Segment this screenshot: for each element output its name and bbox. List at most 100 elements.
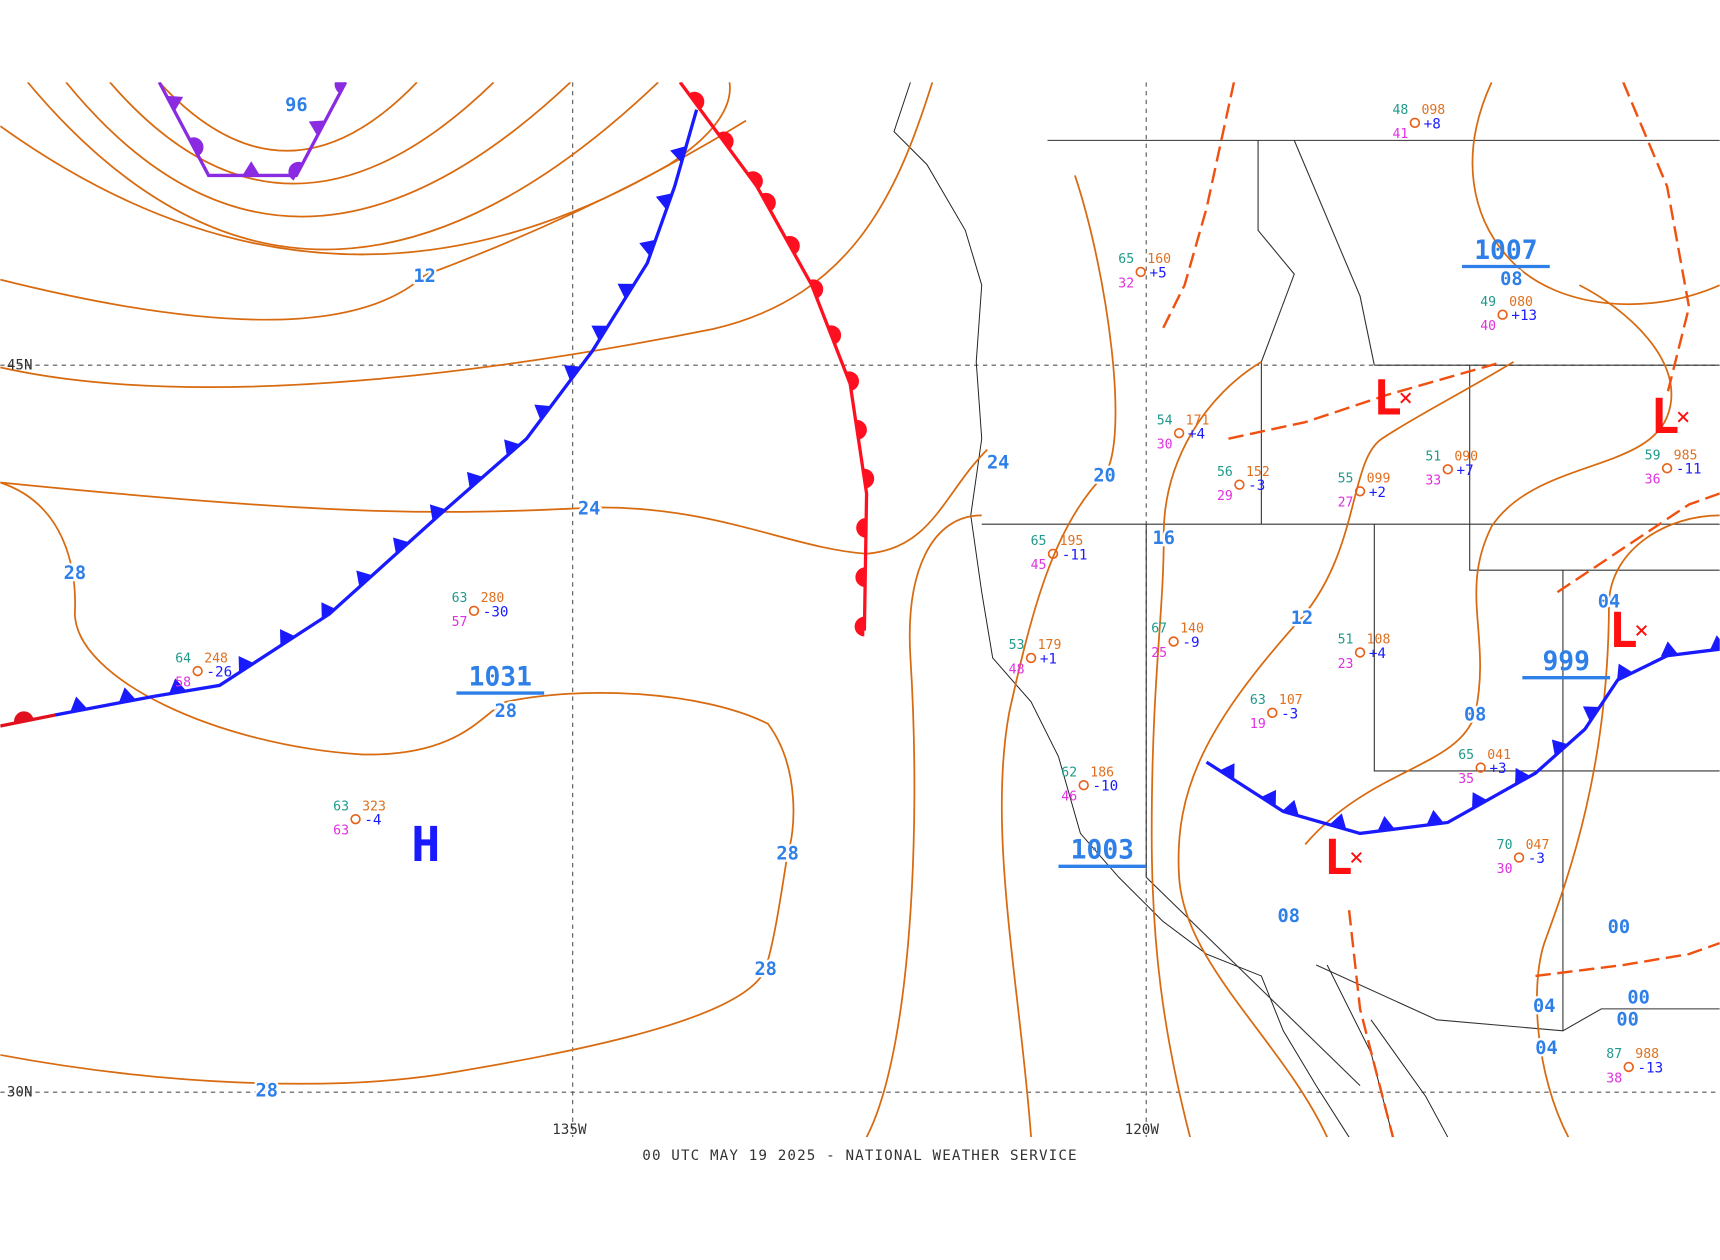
central-pressure: 999 [1542,647,1590,677]
station-temp: 63 [452,591,468,606]
front-symbol [747,171,763,190]
station-tendency: +2 [1369,485,1386,501]
labels: HL× L×L×L×1031100710039999612242828282828… [61,93,1702,1104]
station-temp: 51 [1338,633,1354,648]
station [1497,309,1508,320]
borders [893,82,1720,1138]
station-dew: 30 [1157,438,1173,453]
front-symbol [688,91,705,110]
station [1354,647,1366,658]
front-symbol [1551,739,1568,756]
station-pressure: 248 [204,651,228,666]
front-symbol [1582,706,1600,722]
station-dew: 36 [1645,473,1661,488]
station-dew: 33 [1425,474,1441,489]
station-tendency: -10 [1092,779,1118,795]
station-dew: 29 [1217,489,1233,504]
front-symbol [845,371,859,391]
front-symbol [534,404,552,421]
center-mark: × [1349,843,1364,871]
front-symbol [1709,635,1720,651]
station-temp: 54 [1157,413,1173,428]
station-pressure: 186 [1090,765,1114,780]
station-temp: 59 [1645,448,1661,463]
front-symbol [1426,809,1444,826]
station-pressure: 323 [362,799,386,814]
station-temp: 67 [1151,622,1167,637]
station-tendency: +8 [1424,116,1441,132]
isobar-label: 24 [987,452,1009,473]
station-tendency: +5 [1150,265,1167,281]
isobar-label: 04 [1535,1038,1557,1059]
isobar-label: 12 [413,266,435,287]
front-symbol [1617,663,1633,681]
station-dew: 32 [1118,276,1134,291]
front [1205,647,1720,836]
front-symbol [242,161,260,176]
lat-label: 45N [7,358,33,374]
fronts [0,82,1720,836]
center-mark: × [1398,384,1413,412]
front-symbol [1515,767,1531,785]
station-temp: 70 [1497,838,1513,853]
station [1475,762,1486,773]
station-dew: 38 [1606,1071,1622,1086]
isobar-label: 28 [256,1081,278,1102]
station [1173,427,1185,439]
front-symbol [827,325,842,345]
station-pressure: 080 [1509,295,1533,310]
center-mark: × [1676,402,1691,430]
station [1025,652,1037,664]
central-pressure: 1003 [1071,836,1134,866]
front-symbol [308,120,326,136]
lat-label: 30N [7,1085,33,1101]
station-pressure: 099 [1367,472,1391,487]
isobar-label: 04 [1598,592,1620,613]
front-symbol [854,616,865,637]
station-dew: 40 [1480,319,1496,334]
station-temp: 63 [1250,693,1266,708]
station-dew: 63 [333,824,349,839]
isobar-label: 28 [64,563,86,584]
isobar-label: 00 [1616,1009,1638,1030]
station-tendency: -11 [1676,462,1702,478]
front-symbol [761,192,776,212]
front-symbol [856,517,867,538]
station-tendency: +7 [1457,463,1474,479]
station-pressure: 152 [1246,465,1270,480]
isobar-label: 96 [285,95,307,116]
station [1267,707,1278,719]
isobar-label: 08 [1278,906,1300,927]
station-temp: 53 [1009,638,1025,653]
station [468,605,480,617]
station-pressure: 985 [1674,448,1698,463]
station-temp: 49 [1480,295,1496,310]
pressure-center: L [1324,830,1353,886]
front-symbol [280,629,296,646]
station-tendency: +1 [1040,651,1057,667]
troughs [1161,82,1720,1138]
station-temp: 87 [1606,1047,1622,1062]
front-symbol [809,279,824,299]
station-tendency: +3 [1489,761,1506,777]
front-symbol [717,131,734,150]
isobar-label: 20 [1093,465,1115,486]
station-dew: 48 [1009,662,1025,677]
isobar-label: 08 [1500,269,1522,290]
front-symbol [1219,763,1235,780]
station-pressure: 171 [1186,413,1210,428]
lon-label: 135W [552,1122,587,1138]
isobars [0,82,1720,1138]
front-symbol [670,145,687,163]
station [1409,117,1421,129]
station [1135,266,1146,278]
front-symbol [1282,799,1299,816]
station-temp: 62 [1061,765,1077,780]
front-symbol [118,687,136,703]
station [1513,852,1525,863]
center-mark: × [1634,616,1649,644]
pressure-center: L [1650,389,1679,445]
station-temp: 51 [1425,450,1441,465]
